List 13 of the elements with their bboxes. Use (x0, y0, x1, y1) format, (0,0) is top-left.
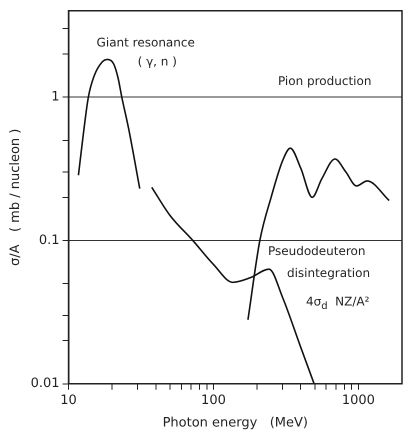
y-tick-label: 0.1 (38, 232, 60, 248)
annotation: Pseudodeuteron (268, 244, 366, 258)
annotation: Giant resonance (96, 36, 195, 50)
annotation: Pion production (278, 74, 372, 88)
y-axis-title: σ/A ( mb / nucleon ) (8, 128, 24, 266)
annotation: ( γ, n ) (138, 54, 177, 68)
x-axis-title: Photon energy (MeV) (162, 416, 308, 431)
x-tick-label: 100 (201, 392, 226, 408)
y-tick-label: 1 (51, 89, 60, 104)
x-tick-label: 10 (60, 392, 77, 408)
annotation: disintegration (286, 266, 370, 280)
y-tick-label: 0.01 (30, 376, 60, 392)
x-tick-label: 1000 (342, 392, 375, 408)
